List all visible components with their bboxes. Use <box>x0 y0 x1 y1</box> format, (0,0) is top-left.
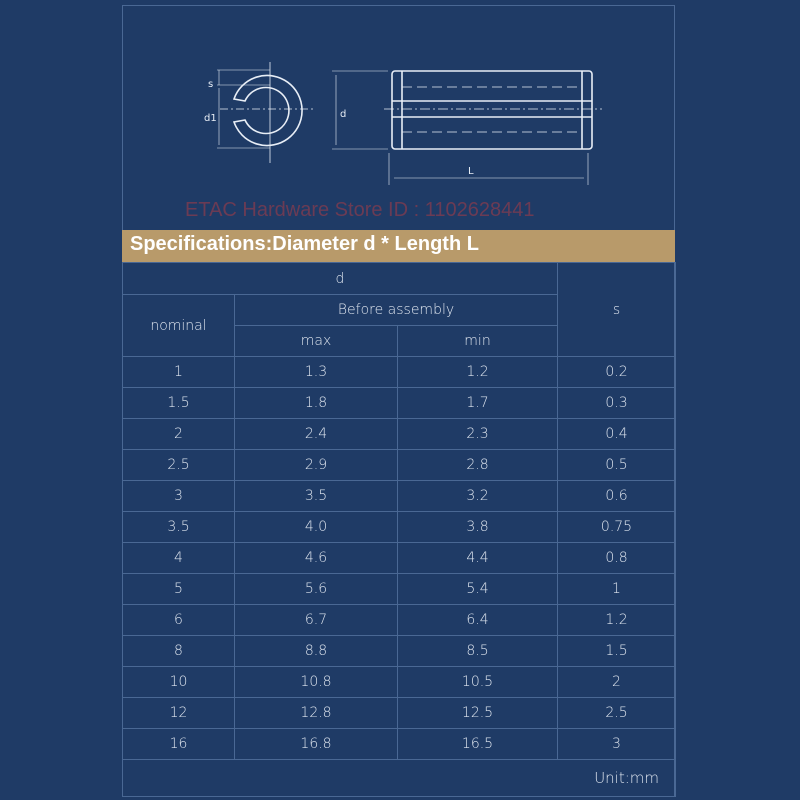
cell-s: 0.5 <box>557 449 676 481</box>
cell-nominal: 3 <box>122 480 235 512</box>
cell-nominal: 1.5 <box>122 387 235 419</box>
cell-max: 3.5 <box>234 480 398 512</box>
table-row: 1.5 1.8 1.7 0.3 <box>122 387 676 419</box>
label-d: d <box>340 109 346 120</box>
table-row: 1 1.3 1.2 0.2 <box>122 356 676 388</box>
cell-s: 0.8 <box>557 542 676 574</box>
cell-nominal: 6 <box>122 604 235 636</box>
cell-nominal: 3.5 <box>122 511 235 543</box>
cell-max: 1.8 <box>234 387 398 419</box>
cell-nominal: 2.5 <box>122 449 235 481</box>
cell-min: 12.5 <box>397 697 558 729</box>
table-row: 3 3.5 3.2 0.6 <box>122 480 676 512</box>
cell-max: 1.3 <box>234 356 398 388</box>
header-nominal: nominal <box>122 294 235 357</box>
pin-side-view <box>332 70 602 185</box>
table-row: 6 6.7 6.4 1.2 <box>122 604 676 636</box>
table-row: 8 8.8 8.5 1.5 <box>122 635 676 667</box>
cell-nominal: 10 <box>122 666 235 698</box>
cell-max: 2.9 <box>234 449 398 481</box>
cell-min: 16.5 <box>397 728 558 760</box>
header-d: d <box>122 262 558 295</box>
cell-nominal: 1 <box>122 356 235 388</box>
table-row: 5 5.6 5.4 1 <box>122 573 676 605</box>
header-before-assembly: Before assembly <box>234 294 558 326</box>
cell-s: 1.2 <box>557 604 676 636</box>
cell-s: 0.4 <box>557 418 676 450</box>
table-row: 2 2.4 2.3 0.4 <box>122 418 676 450</box>
cell-s: 1 <box>557 573 676 605</box>
spec-banner-title: Specifications:Diameter d * Length L <box>130 233 479 255</box>
cell-max: 5.6 <box>234 573 398 605</box>
cell-nominal: 2 <box>122 418 235 450</box>
cell-s: 2.5 <box>557 697 676 729</box>
cell-min: 4.4 <box>397 542 558 574</box>
table-row: 2.5 2.9 2.8 0.5 <box>122 449 676 481</box>
cell-max: 4.0 <box>234 511 398 543</box>
table-row: 4 4.6 4.4 0.8 <box>122 542 676 574</box>
table-row: 16 16.8 16.5 3 <box>122 728 676 760</box>
cell-nominal: 16 <box>122 728 235 760</box>
cell-nominal: 8 <box>122 635 235 667</box>
header-min: min <box>397 325 558 357</box>
cell-min: 2.3 <box>397 418 558 450</box>
cell-min: 10.5 <box>397 666 558 698</box>
cell-nominal: 5 <box>122 573 235 605</box>
cell-max: 4.6 <box>234 542 398 574</box>
cell-max: 16.8 <box>234 728 398 760</box>
cell-min: 2.8 <box>397 449 558 481</box>
cell-min: 3.2 <box>397 480 558 512</box>
cell-min: 8.5 <box>397 635 558 667</box>
label-L: L <box>468 166 474 177</box>
cell-s: 0.2 <box>557 356 676 388</box>
cell-min: 6.4 <box>397 604 558 636</box>
cell-max: 10.8 <box>234 666 398 698</box>
cell-s: 3 <box>557 728 676 760</box>
header-max: max <box>234 325 398 357</box>
cell-max: 12.8 <box>234 697 398 729</box>
spec-table: d s nominal Before assembly max min 1 1.3… <box>122 262 676 797</box>
pin-end-view <box>217 62 314 163</box>
cell-s: 2 <box>557 666 676 698</box>
cell-s: 0.75 <box>557 511 676 543</box>
cell-max: 6.7 <box>234 604 398 636</box>
cell-max: 8.8 <box>234 635 398 667</box>
spec-banner: Specifications:Diameter d * Length L <box>122 230 675 262</box>
unit-label: Unit:mm <box>122 759 676 797</box>
cell-nominal: 12 <box>122 697 235 729</box>
cell-min: 1.7 <box>397 387 558 419</box>
technical-drawing: s d1 d L <box>204 62 602 185</box>
table-row: 12 12.8 12.5 2.5 <box>122 697 676 729</box>
table-row: 10 10.8 10.5 2 <box>122 666 676 698</box>
header-s: s <box>557 262 676 357</box>
cell-min: 5.4 <box>397 573 558 605</box>
cell-max: 2.4 <box>234 418 398 450</box>
label-s: s <box>208 79 213 90</box>
cell-min: 1.2 <box>397 356 558 388</box>
cell-min: 3.8 <box>397 511 558 543</box>
label-d1: d1 <box>204 113 217 124</box>
table-row: 3.5 4.0 3.8 0.75 <box>122 511 676 543</box>
cell-s: 0.6 <box>557 480 676 512</box>
cell-nominal: 4 <box>122 542 235 574</box>
cell-s: 0.3 <box>557 387 676 419</box>
cell-s: 1.5 <box>557 635 676 667</box>
